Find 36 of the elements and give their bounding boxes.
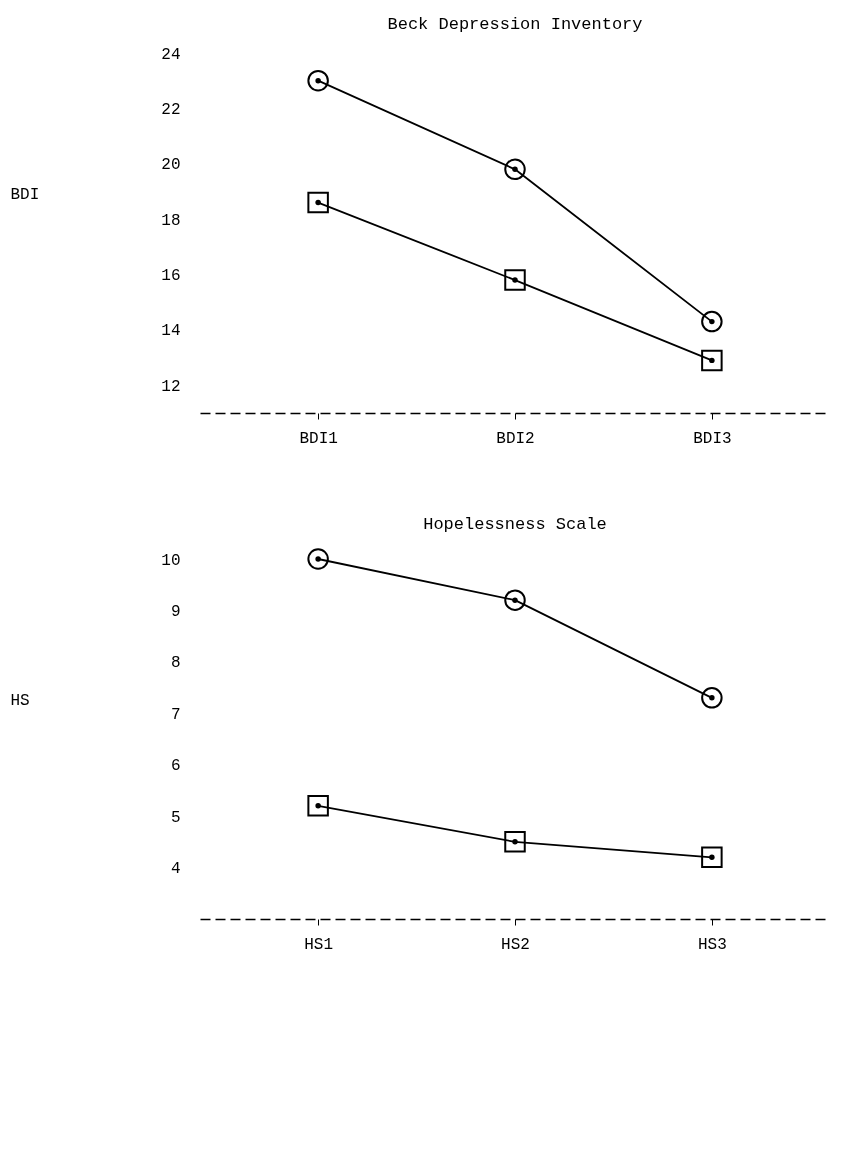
- y-tick-label: 18: [161, 211, 181, 230]
- y-tick-label: 12: [161, 377, 181, 396]
- y-tick-label: 8: [170, 654, 181, 673]
- point: [701, 846, 723, 869]
- point: [307, 69, 329, 92]
- point: [504, 158, 526, 181]
- x-tick-label: BDI2: [496, 429, 535, 448]
- point: [504, 589, 526, 611]
- y-tick-label: 20: [161, 156, 181, 175]
- x-tick-label: HS1: [304, 935, 334, 954]
- point: [504, 831, 526, 853]
- y-axis-title: HS: [10, 691, 30, 710]
- point: [701, 687, 723, 709]
- y-tick-label: 4: [170, 860, 181, 879]
- y-axis-title: BDI: [10, 185, 40, 204]
- point: [701, 349, 723, 372]
- x-tick-label: BDI3: [693, 429, 732, 448]
- x-tick-label: BDI1: [299, 429, 338, 448]
- y-tick-label: 9: [170, 602, 181, 621]
- y-tick-label: 14: [161, 322, 181, 341]
- y-tick-label: 22: [161, 100, 181, 119]
- y-tick-label: 10: [161, 551, 181, 570]
- point: [307, 191, 329, 214]
- y-tick-label: 5: [170, 808, 181, 827]
- x-tick-label: HS2: [501, 935, 530, 954]
- chart-title: Hopelessness Scale: [423, 515, 607, 535]
- point: [504, 269, 526, 291]
- x-tick-label: HS3: [697, 935, 727, 954]
- point: [701, 310, 723, 333]
- y-tick-label: 6: [170, 757, 181, 776]
- point: [307, 795, 329, 817]
- y-tick-label: 7: [170, 705, 181, 724]
- chart-title: Beck Depression Inventory: [387, 15, 643, 34]
- y-tick-label: 24: [161, 45, 181, 64]
- y-tick-label: 16: [161, 267, 181, 286]
- point: [307, 548, 329, 570]
